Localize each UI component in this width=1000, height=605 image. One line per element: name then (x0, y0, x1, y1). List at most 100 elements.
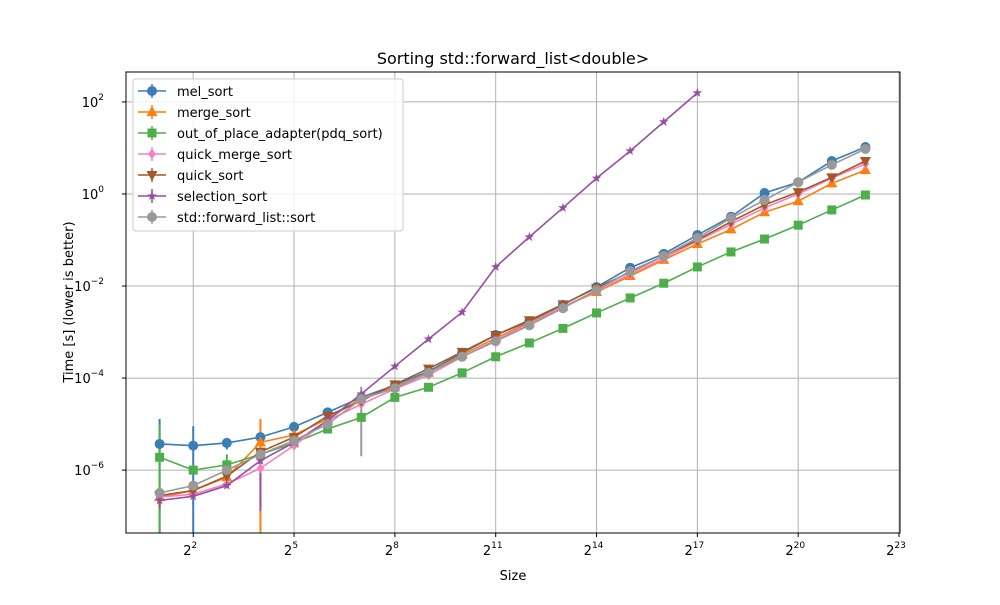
data-point (255, 455, 266, 465)
y-tick-label: 10−6 (74, 461, 104, 479)
data-point (792, 195, 804, 206)
data-point (558, 202, 568, 212)
data-point (659, 278, 669, 288)
data-point (524, 232, 535, 242)
series-out-of-place-adapter-pdq-sort- (155, 190, 870, 475)
legend-label: mel_sort (177, 85, 233, 100)
data-point (592, 308, 602, 318)
x-tick-label: 220 (785, 541, 805, 559)
y-tick-exponent: 0 (98, 185, 104, 195)
data-point (692, 87, 703, 97)
data-point (356, 394, 367, 405)
legend-marker (147, 86, 157, 96)
y-tick-label: 10−2 (74, 277, 104, 295)
data-point (725, 213, 736, 224)
data-point (188, 491, 198, 501)
data-point (658, 116, 669, 126)
data-point (625, 145, 635, 156)
data-point (558, 323, 568, 333)
data-point (356, 389, 367, 399)
series-line (159, 194, 866, 471)
data-point (254, 436, 266, 447)
x-tick-exponent: 2 (191, 541, 197, 551)
data-point (221, 465, 232, 476)
data-point (390, 361, 400, 371)
data-point (792, 188, 804, 199)
legend-marker (146, 106, 158, 116)
plot-frame (125, 71, 901, 534)
y-tick-label: 10−4 (74, 369, 104, 387)
x-axis-label: Size (500, 569, 527, 584)
data-point (423, 382, 433, 392)
data-point (289, 421, 300, 432)
data-point (759, 194, 770, 205)
data-point (154, 438, 165, 449)
data-point (726, 247, 736, 257)
legend-label: out_of_place_adapter(pdq_sort) (177, 127, 383, 142)
data-point (155, 452, 165, 462)
data-point (322, 419, 333, 430)
data-point (457, 368, 467, 378)
legend-marker (148, 149, 156, 159)
legend-label: selection_sort (177, 190, 267, 205)
data-point (390, 392, 400, 402)
data-point (860, 143, 871, 154)
x-tick-label: 25 (284, 541, 298, 559)
x-tick-label: 28 (385, 541, 399, 559)
x-tick-exponent: 5 (292, 541, 298, 551)
data-point (222, 480, 232, 490)
data-point (221, 437, 232, 448)
x-tick-exponent: 11 (491, 541, 502, 551)
series-std-forward-list-sort (154, 143, 871, 498)
data-point (524, 338, 534, 348)
x-tick-exponent: 17 (693, 541, 704, 551)
x-tick-label: 223 (886, 541, 906, 559)
data-point (759, 187, 770, 198)
y-tick-label: 100 (82, 185, 105, 203)
data-point (524, 320, 535, 331)
legend-box (132, 78, 404, 232)
data-point (154, 495, 165, 505)
data-point (423, 367, 434, 378)
y-tick-exponent: −2 (91, 277, 104, 287)
x-tick-label: 217 (684, 541, 704, 559)
data-point (457, 307, 467, 317)
data-point (625, 293, 635, 303)
data-point (591, 173, 602, 183)
data-point (256, 463, 265, 474)
data-point (591, 284, 602, 295)
x-tick-label: 214 (584, 541, 604, 559)
series-selection-sort (154, 87, 703, 505)
data-point (860, 190, 870, 200)
legend-label: quick_merge_sort (177, 148, 292, 163)
x-tick-label: 211 (483, 541, 503, 559)
y-tick-exponent: 2 (98, 93, 104, 103)
data-point (625, 266, 636, 277)
data-point (389, 383, 400, 394)
data-point (793, 177, 804, 188)
data-point (490, 336, 501, 347)
data-point (859, 164, 871, 175)
data-point (255, 449, 266, 460)
data-point (826, 159, 837, 170)
chart-title: Sorting std::forward_list<double> (377, 49, 649, 69)
data-point (692, 233, 703, 244)
x-tick-exponent: 8 (393, 541, 399, 551)
data-point (423, 334, 434, 344)
series-line (159, 148, 866, 494)
data-point (490, 331, 502, 342)
data-point (356, 412, 366, 422)
data-point (827, 205, 837, 215)
y-tick-exponent: −4 (91, 369, 105, 379)
legend-label: quick_sort (177, 169, 243, 184)
legend-label: std::forward_list::sort (177, 211, 315, 226)
series-line (159, 160, 866, 497)
data-point (692, 262, 702, 272)
data-point (188, 480, 199, 491)
x-tick-exponent: 14 (592, 541, 604, 551)
data-point (154, 487, 165, 498)
legend-label: merge_sort (177, 106, 251, 121)
data-point (658, 250, 669, 261)
